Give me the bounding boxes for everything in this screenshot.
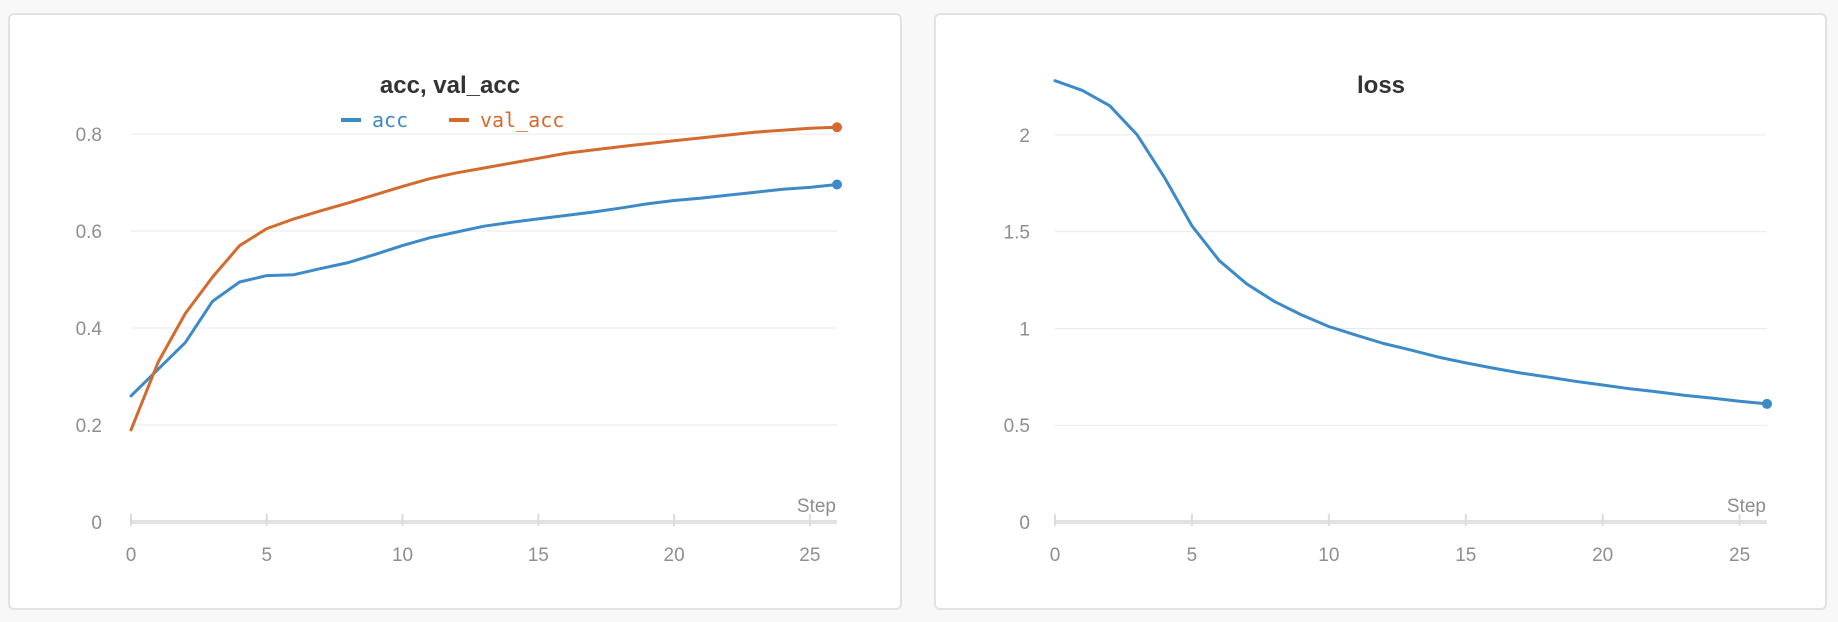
- y-tick-label: 0.8: [76, 125, 102, 146]
- series-line-acc: [129, 183, 839, 398]
- x-tick-label: 20: [664, 545, 685, 566]
- y-tick-label: 0.4: [76, 319, 103, 340]
- x-axis-title: Step: [797, 496, 836, 517]
- y-tick-label: 0: [91, 513, 102, 534]
- y-tick-label: 0.2: [76, 416, 102, 437]
- legend-label-val_acc: val_acc: [480, 108, 564, 132]
- x-tick-label: 20: [1592, 545, 1613, 566]
- chart-title: loss: [1357, 72, 1405, 99]
- x-tick-label: 0: [126, 545, 137, 566]
- series-end-point-val_acc: [832, 122, 842, 133]
- legend-label-acc: acc: [372, 108, 408, 132]
- x-tick-label: 5: [1187, 545, 1198, 566]
- y-tick-label: 0.6: [76, 222, 102, 243]
- y-tick-label: 0: [1019, 513, 1030, 534]
- series-end-point-acc: [832, 179, 842, 190]
- x-tick-label: 10: [392, 545, 413, 566]
- x-tick-label: 5: [261, 545, 272, 566]
- x-axis-title: Step: [1727, 496, 1766, 517]
- x-tick-label: 10: [1318, 545, 1339, 566]
- y-tick-label: 0.5: [1004, 416, 1030, 437]
- chart-panel-loss: loss 0 0.5 1 1.5 2 0 5 10 15 20 25 Step: [934, 13, 1827, 610]
- x-tick-label: 25: [799, 545, 820, 566]
- x-tick-label: 25: [1729, 545, 1750, 566]
- series-end-point-loss: [1762, 398, 1772, 409]
- x-tick-label: 15: [528, 545, 549, 566]
- y-tick-label: 1: [1019, 319, 1030, 340]
- y-tick-label: 2: [1019, 126, 1030, 147]
- x-tick-label: 0: [1050, 545, 1061, 566]
- series-line-loss: [1053, 79, 1769, 406]
- x-tick-label: 15: [1455, 545, 1476, 566]
- y-tick-label: 1.5: [1004, 223, 1030, 244]
- series-line-val_acc: [129, 125, 839, 432]
- chart-title: acc, val_acc: [380, 72, 520, 99]
